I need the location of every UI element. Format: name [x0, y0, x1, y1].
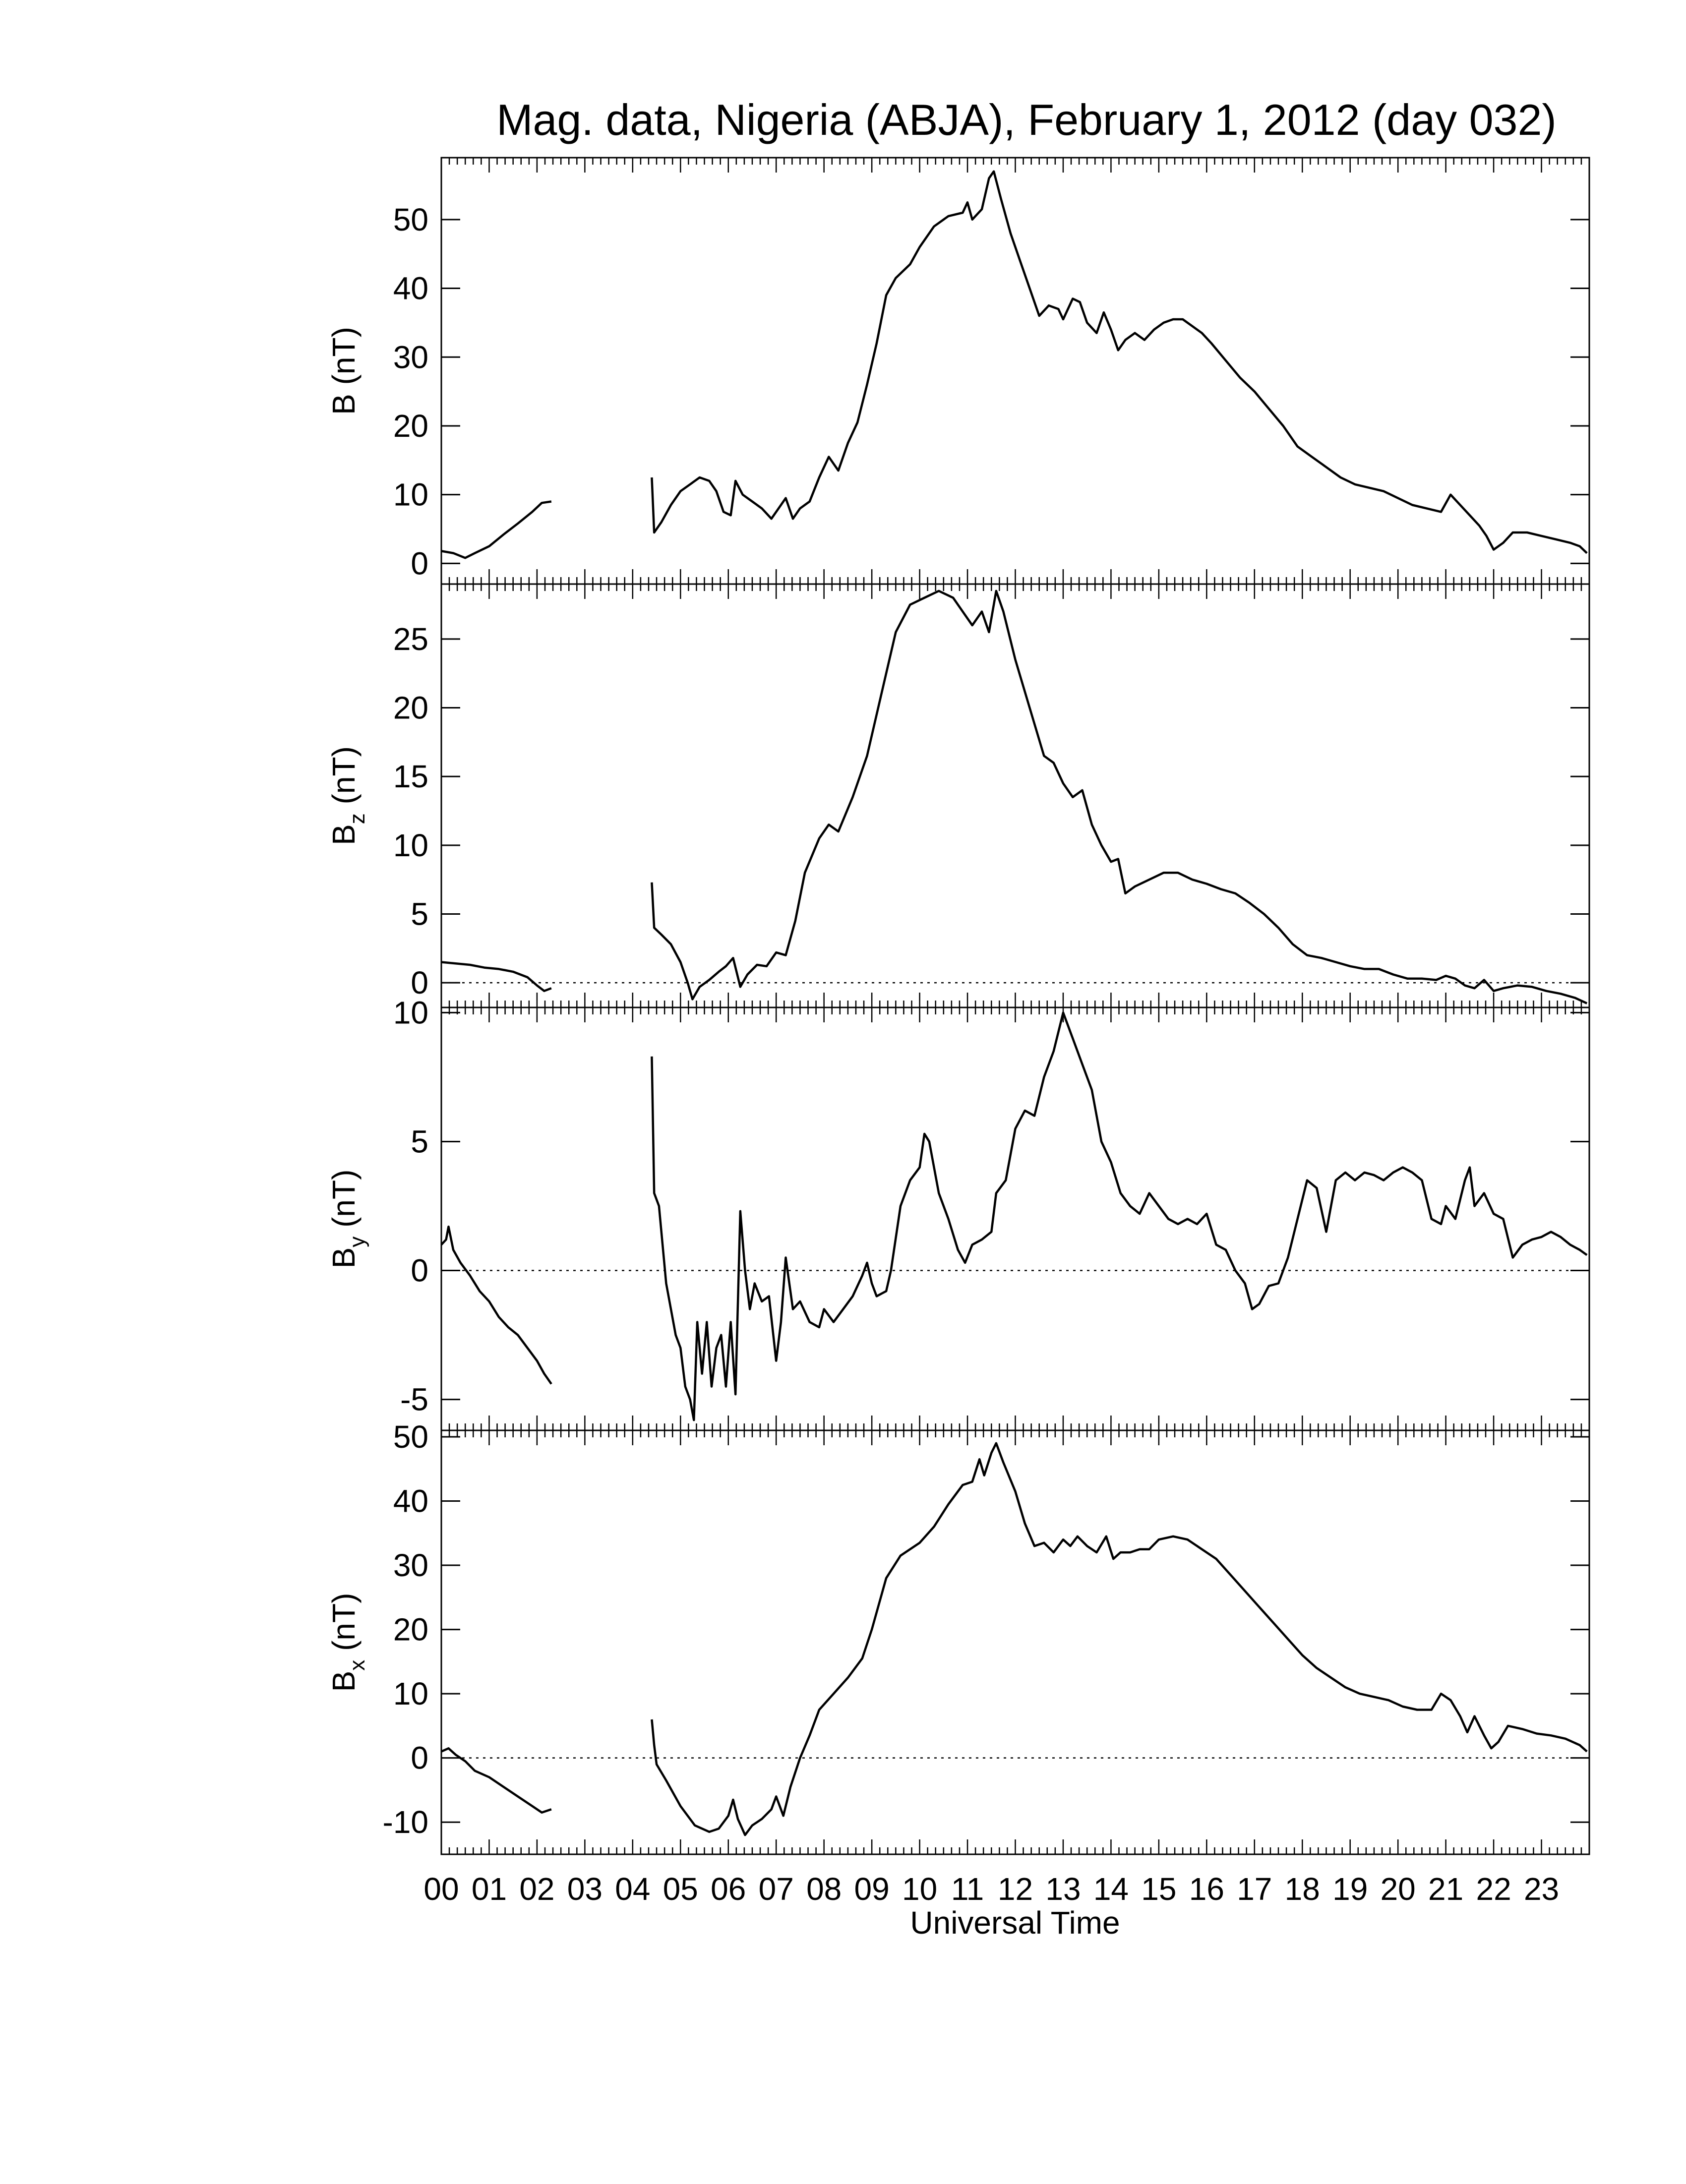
x-axis-label: Universal Time — [910, 1905, 1120, 1941]
x-tick-label: 13 — [1045, 1871, 1081, 1907]
x-tick-label: 11 — [951, 1871, 984, 1907]
x-tick-label: 04 — [615, 1871, 650, 1907]
y-tick-label: 10 — [393, 477, 428, 513]
y-tick-label: -10 — [383, 1804, 429, 1840]
y-tick-label: 0 — [411, 545, 428, 581]
y-axis-label: Bx (nT) — [326, 1593, 369, 1692]
panel-By: -5 0 5 10 By (nT) — [326, 995, 1590, 1431]
y-axis-label-subscript: y — [345, 1237, 369, 1247]
y-tick-label: 10 — [393, 827, 428, 863]
y-tick-label: 30 — [393, 1547, 428, 1583]
y-tick-label: 0 — [411, 1253, 428, 1289]
y-axis-label: Bz (nT) — [326, 746, 369, 845]
panel-B: 0 10 20 30 40 50 B (nT) — [326, 157, 1590, 585]
x-tick-label: 03 — [567, 1871, 602, 1907]
y-axis-label-subscript: z — [345, 813, 369, 824]
x-tick-label: 17 — [1237, 1871, 1272, 1907]
x-tick-label: 09 — [854, 1871, 890, 1907]
x-tick-label: 21 — [1428, 1871, 1463, 1907]
y-tick-label: 10 — [393, 1676, 428, 1712]
x-tick-label: 08 — [806, 1871, 842, 1907]
series-line-Bx — [651, 1442, 1588, 1836]
figure-title: Mag. data, Nigeria (ABJA), February 1, 2… — [496, 95, 1556, 144]
series-line-Bz — [651, 590, 1588, 1004]
x-tick-label: 00 — [423, 1871, 459, 1907]
y-axis-label: B (nT) — [326, 327, 361, 415]
y-axis-label-main: B — [326, 1671, 361, 1692]
y-tick-label: 15 — [393, 759, 428, 794]
y-tick-label: 5 — [411, 1123, 428, 1159]
y-tick-label: 20 — [393, 408, 428, 444]
y-tick-label: 40 — [393, 271, 428, 306]
y-axis-label: By (nT) — [326, 1170, 369, 1269]
y-tick-label: 20 — [393, 690, 428, 726]
y-axis-label-unit: (nT) — [326, 746, 361, 813]
x-tick-label: 23 — [1524, 1871, 1559, 1907]
series-line-B — [651, 170, 1588, 554]
y-tick-label: 10 — [393, 995, 428, 1030]
x-tick-label: 14 — [1093, 1871, 1129, 1907]
y-axis-label-main: B — [326, 394, 361, 415]
y-tick-label: 30 — [393, 339, 428, 375]
y-axis-label-main: B — [326, 1247, 361, 1269]
x-tick-label: 16 — [1189, 1871, 1224, 1907]
y-axis-label-unit: (nT) — [326, 1593, 361, 1660]
y-tick-label: 50 — [393, 202, 428, 237]
series-line-By — [440, 1225, 552, 1385]
y-axis-label-subscript: x — [345, 1660, 369, 1671]
series-line-By — [651, 1011, 1588, 1421]
x-tick-label: 12 — [998, 1871, 1033, 1907]
series-line-B — [441, 500, 552, 559]
y-tick-label: 40 — [393, 1483, 428, 1519]
y-tick-label: 0 — [411, 1740, 428, 1776]
y-tick-label: 50 — [393, 1419, 428, 1455]
y-axis-label-unit: (nT) — [326, 1170, 361, 1237]
y-axis-label-unit: (nT) — [326, 327, 361, 394]
x-tick-label: 07 — [759, 1871, 794, 1907]
y-tick-label: 25 — [393, 621, 428, 657]
x-tick-label: 20 — [1381, 1871, 1416, 1907]
y-tick-label: 20 — [393, 1612, 428, 1648]
x-tick-label: 06 — [711, 1871, 746, 1907]
y-tick-label: -5 — [400, 1382, 428, 1417]
x-tick-label: 18 — [1285, 1871, 1320, 1907]
x-tick-label: 02 — [519, 1871, 554, 1907]
series-line-Bz — [441, 961, 552, 992]
y-tick-label: 0 — [411, 965, 428, 1001]
x-tick-label: 05 — [663, 1871, 698, 1907]
y-tick-label: 5 — [411, 896, 428, 932]
x-tick-label: 22 — [1476, 1871, 1511, 1907]
series-line-Bx — [441, 1747, 552, 1814]
x-tick-label: 15 — [1141, 1871, 1176, 1907]
x-tick-label: 10 — [902, 1871, 937, 1907]
panel-Bx: -10 0 10 20 30 40 50 Bx (nT) — [326, 1419, 1590, 1855]
y-axis-label-main: B — [326, 824, 361, 845]
x-tick-label: 19 — [1332, 1871, 1368, 1907]
x-tick-label: 01 — [472, 1871, 507, 1907]
